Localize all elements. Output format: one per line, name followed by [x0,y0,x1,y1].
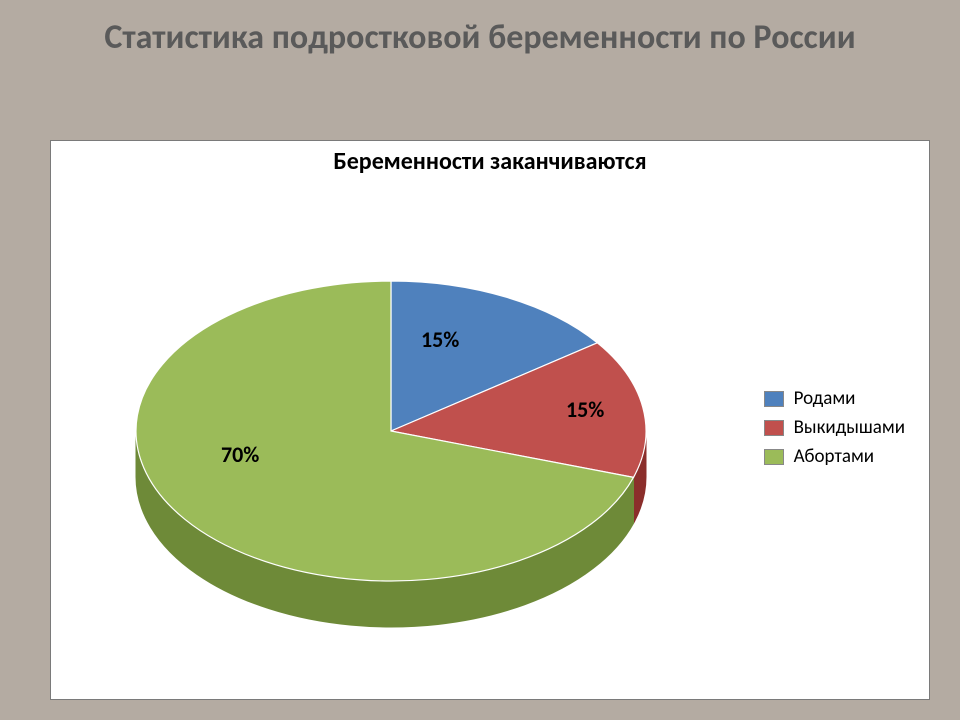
slide: Статистика подростковой беременности по … [0,0,960,720]
slice-percent-label: 15% [421,326,459,353]
legend: Родами Выкидышами Абортами [764,381,905,474]
pie-svg [111,231,671,651]
legend-swatch [764,449,784,465]
legend-swatch [764,391,784,407]
legend-item: Родами [764,387,905,410]
legend-label: Выкидышами [794,416,905,439]
page-title: Статистика подростковой беременности по … [0,0,960,57]
legend-item: Выкидышами [764,416,905,439]
legend-label: Родами [794,387,856,410]
legend-swatch [764,420,784,436]
slice-percent-label: 15% [566,396,604,423]
legend-item: Абортами [764,445,905,468]
slice-percent-label: 70% [221,441,259,468]
chart-frame: Беременности заканчиваются 15% 15% 70% Род… [50,140,930,700]
legend-label: Абортами [794,445,874,468]
chart-title: Беременности заканчиваются [51,141,929,176]
pie-chart: 15% 15% 70% [111,231,671,651]
